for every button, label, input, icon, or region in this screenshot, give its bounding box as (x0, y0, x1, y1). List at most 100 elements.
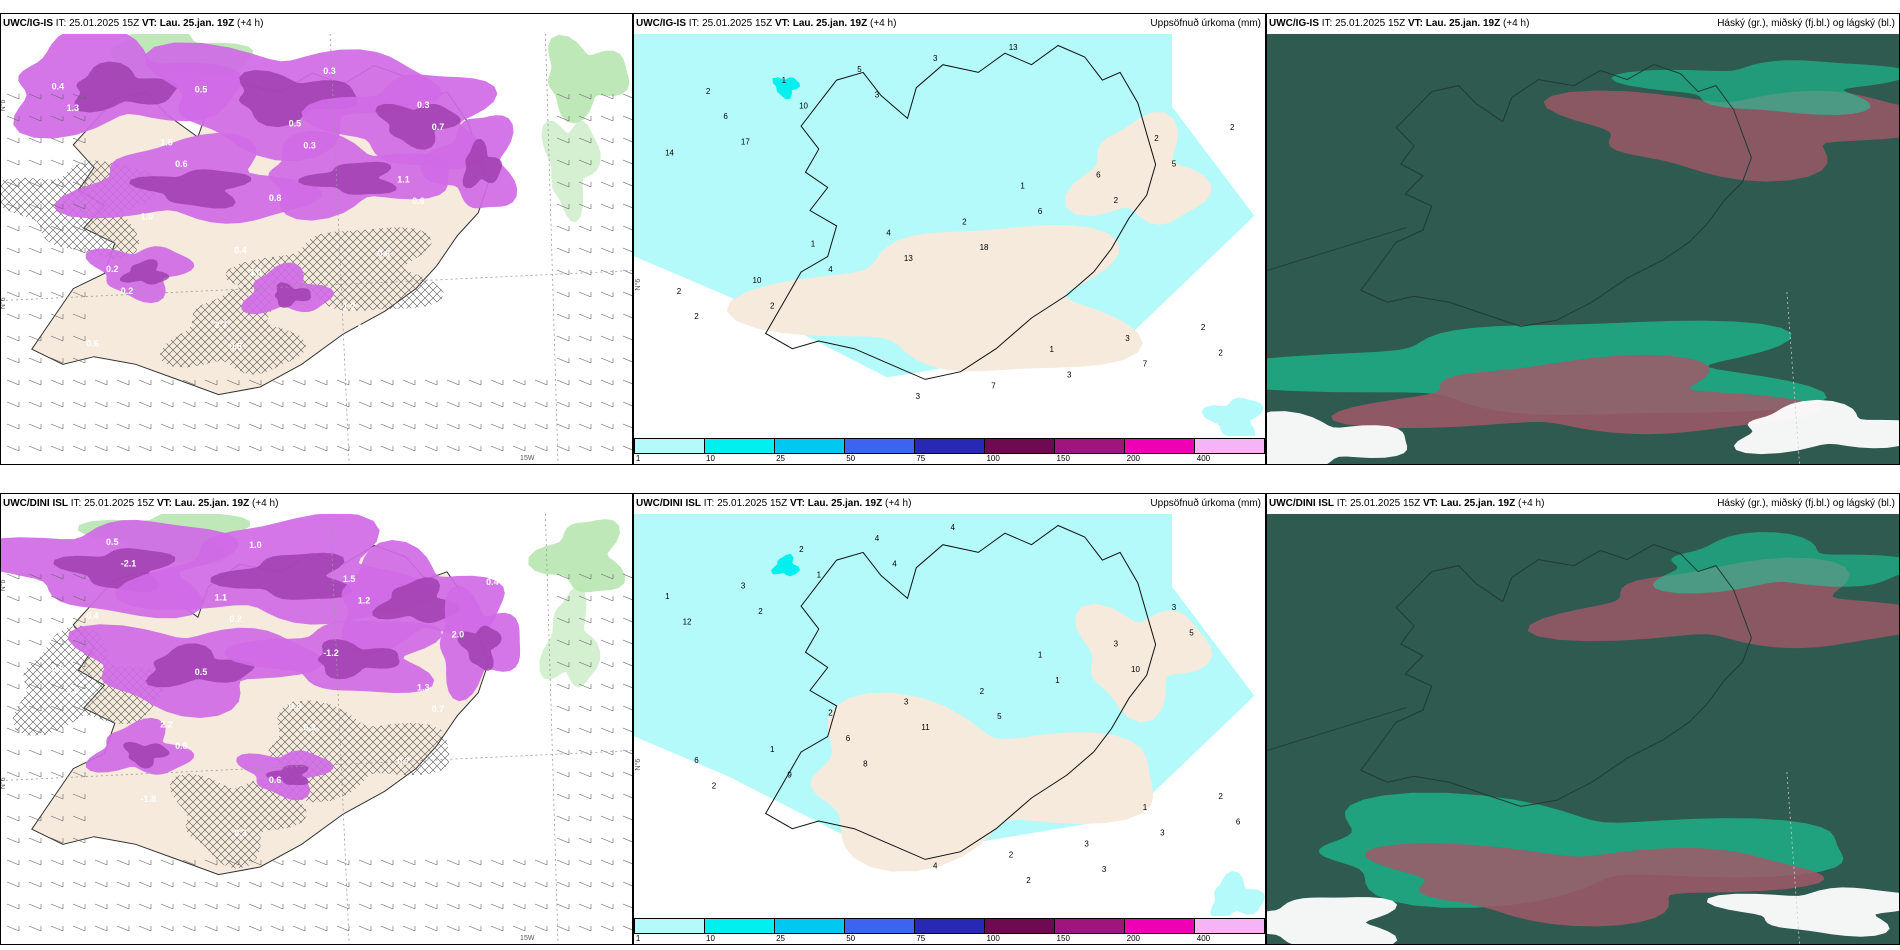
precip-rate-label: 0.4 (86, 611, 99, 621)
precip-rate-label: 0.3 (234, 828, 247, 838)
precip-rate-label: 2.0 (358, 323, 371, 333)
wind-barb (622, 925, 632, 931)
wind-barb (6, 837, 20, 844)
wind-barb (50, 203, 64, 210)
colorbar-swatch (1055, 439, 1125, 453)
accum-value-label: 2 (1218, 792, 1223, 801)
panel-header: UWC/DINI ISL IT: 25.01.2025 15Z VT: Lau.… (634, 494, 1265, 514)
accum-value-label: 2 (828, 709, 833, 718)
wind-barb (50, 749, 64, 756)
colorbar-swatch (985, 919, 1055, 933)
accum-value-label: 9 (787, 770, 792, 779)
wind-barb (28, 793, 42, 800)
wind-barb (28, 837, 42, 844)
clear-sky-area (1706, 887, 1899, 937)
wind-barb (50, 159, 64, 166)
wind-barb (72, 837, 86, 844)
wind-barb (556, 683, 570, 690)
accum-value-label: 2 (694, 312, 699, 321)
wind-barb (6, 771, 20, 778)
iceland-coastline (765, 524, 1157, 860)
colorbar-tick-label: 1 (635, 454, 641, 463)
wind-barb (578, 423, 592, 430)
wind-barb (578, 903, 592, 910)
wind-barb (50, 445, 64, 452)
wind-barb (72, 159, 86, 166)
wind-barb (6, 881, 20, 888)
precip-area-1mm (1210, 871, 1265, 918)
wind-barb (50, 93, 64, 100)
wind-barb (28, 859, 42, 866)
accum-value-label: 4 (828, 265, 833, 274)
wind-barb (490, 423, 504, 430)
graticule-line (1, 270, 632, 301)
wind-barb (622, 837, 632, 843)
wind-barb (6, 137, 20, 144)
accum-value-label: 4 (933, 861, 938, 870)
wind-barb (138, 401, 152, 408)
wind-barb (28, 683, 42, 690)
accum-value-label: 2 (1026, 876, 1031, 885)
wind-barb (226, 903, 240, 910)
wind-barb (94, 445, 108, 452)
wind-barb (6, 115, 20, 122)
wind-barb (600, 137, 614, 144)
wind-barb (50, 313, 64, 320)
wind-barb (600, 269, 614, 276)
precip-rate-label: 0.6 (175, 159, 188, 169)
accum-value-label: 5 (1189, 629, 1194, 638)
colorbar-swatch (635, 919, 705, 933)
wind-barb (424, 925, 438, 932)
wind-barb (72, 793, 86, 800)
wind-barb (182, 423, 196, 430)
wind-barb (446, 903, 460, 910)
map-panel-ig-is-accum-precip: UWC/IG-IS IT: 25.01.2025 15Z VT: Lau. 25… (633, 13, 1266, 465)
wind-barb (402, 423, 416, 430)
precip-colorbar: 1 10 25 50 75 100 150 200 400 (634, 436, 1265, 464)
snow-core (265, 764, 309, 786)
wind-barb (578, 925, 592, 932)
wind-barb (72, 661, 86, 668)
colorbar-swatch (845, 919, 915, 933)
wind-barb (28, 269, 42, 276)
wind-barb (50, 595, 64, 602)
valid-time: VT: Lau. 25.jan. 19Z (1407, 18, 1501, 29)
precip-rate-label: 0.7 (397, 757, 410, 767)
wind-barb (600, 859, 614, 866)
wind-barb (336, 445, 350, 452)
wind-barb (556, 159, 570, 166)
precip-rate-label: 1.5 (343, 574, 356, 584)
precip-rate-label: 0.6 (378, 249, 391, 259)
mixed-precip-area (268, 700, 450, 803)
wind-barb (622, 203, 632, 209)
accum-value-label: 3 (916, 392, 921, 401)
precip-rate-label: 0.3 (303, 723, 316, 733)
model-name: UWC/IG-IS (3, 18, 53, 29)
wind-barb (622, 115, 632, 121)
wind-barb (556, 749, 570, 756)
precip-rate-label: 1.2 (343, 301, 356, 311)
precip-rate-label: -1.8 (141, 794, 157, 804)
wind-barb (556, 137, 570, 144)
wind-barb (578, 661, 592, 668)
clear-sky-area (1267, 897, 1398, 944)
wind-barb (446, 859, 460, 866)
wind-barb (336, 859, 350, 866)
precip-rate-label: 1.0 (506, 812, 519, 822)
wind-barb (72, 595, 86, 602)
accum-value-label: 3 (875, 90, 880, 99)
colorbar-tick-label: 10 (706, 934, 715, 943)
wind-barb (600, 93, 614, 100)
colorbar-swatch (1125, 439, 1195, 453)
wind-barb (248, 925, 262, 932)
wind-barb (94, 925, 108, 932)
accum-value-label: 13 (1009, 43, 1018, 52)
wind-barb (600, 771, 614, 778)
wind-barb (6, 661, 20, 668)
snow-core (457, 625, 502, 671)
accum-value-label: 1 (1050, 345, 1055, 354)
wind-barb (50, 639, 64, 646)
wind-barb (28, 401, 42, 408)
snow-core (372, 577, 460, 624)
wind-barb (72, 203, 86, 210)
